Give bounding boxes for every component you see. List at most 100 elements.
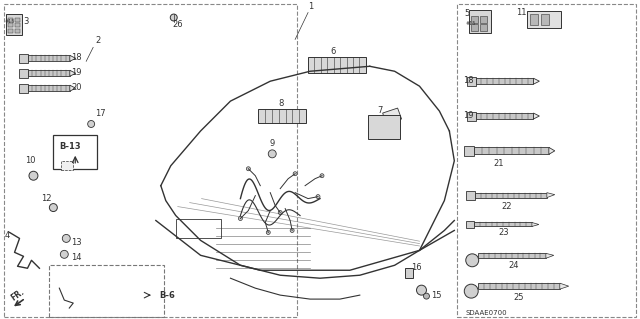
Bar	[480, 25, 487, 32]
Polygon shape	[547, 193, 555, 197]
Bar	[474, 147, 549, 154]
Text: 19: 19	[71, 68, 82, 77]
Bar	[478, 253, 546, 258]
Text: SDAAE0700: SDAAE0700	[465, 310, 507, 316]
Bar	[480, 16, 487, 23]
Text: 13: 13	[71, 238, 82, 247]
Polygon shape	[560, 283, 569, 289]
Bar	[471, 16, 478, 23]
Bar	[19, 84, 28, 93]
Polygon shape	[533, 113, 540, 119]
Bar	[4, 4, 297, 317]
Bar	[259, 109, 306, 123]
Polygon shape	[70, 70, 76, 76]
Ellipse shape	[417, 285, 426, 295]
Ellipse shape	[246, 167, 250, 171]
Polygon shape	[546, 253, 554, 258]
Ellipse shape	[60, 250, 68, 258]
Bar	[467, 77, 476, 86]
Text: B-13: B-13	[60, 142, 81, 151]
Bar	[471, 25, 478, 32]
Bar	[478, 283, 560, 289]
Text: 25: 25	[514, 293, 524, 302]
Text: 26: 26	[173, 20, 184, 29]
Ellipse shape	[239, 217, 243, 220]
Text: B-6: B-6	[159, 291, 175, 300]
Bar	[474, 222, 532, 226]
Text: 6: 6	[330, 47, 335, 56]
Bar	[476, 193, 547, 197]
Bar	[541, 13, 549, 26]
Bar	[19, 69, 28, 78]
Text: 10: 10	[26, 156, 36, 165]
Bar	[28, 55, 70, 61]
Ellipse shape	[62, 234, 70, 242]
Bar	[476, 78, 533, 84]
Text: #15: #15	[465, 21, 476, 26]
Ellipse shape	[49, 204, 58, 211]
Bar	[19, 54, 28, 63]
Ellipse shape	[316, 195, 320, 199]
Polygon shape	[70, 55, 76, 61]
Bar	[15, 24, 20, 27]
Polygon shape	[383, 108, 401, 123]
Text: 8: 8	[278, 99, 284, 108]
Text: 19: 19	[463, 111, 474, 120]
Bar	[53, 135, 97, 169]
Text: 23: 23	[499, 228, 509, 237]
Text: 9: 9	[269, 139, 275, 148]
Polygon shape	[70, 85, 76, 91]
Text: 16: 16	[412, 263, 422, 272]
Ellipse shape	[268, 150, 276, 158]
Bar	[464, 146, 474, 156]
Text: #15: #15	[4, 19, 15, 25]
Bar	[8, 29, 13, 33]
Text: 24: 24	[509, 261, 519, 270]
Bar	[469, 10, 491, 33]
Polygon shape	[533, 78, 540, 84]
Text: 3: 3	[24, 18, 29, 26]
Text: FR.: FR.	[10, 288, 26, 303]
Ellipse shape	[424, 293, 429, 299]
Text: 18: 18	[463, 76, 474, 85]
Bar	[15, 18, 20, 21]
Bar	[530, 13, 538, 26]
Bar	[467, 112, 476, 121]
Text: 2: 2	[95, 36, 100, 45]
Bar	[61, 161, 73, 170]
Bar	[308, 57, 366, 73]
Text: 20: 20	[71, 83, 82, 92]
Polygon shape	[549, 147, 555, 154]
Bar	[368, 115, 399, 139]
Bar	[6, 13, 22, 35]
Ellipse shape	[320, 174, 324, 178]
Bar	[404, 268, 413, 278]
Text: 5: 5	[464, 9, 470, 18]
Ellipse shape	[290, 228, 294, 233]
Text: 4: 4	[4, 231, 10, 241]
Ellipse shape	[266, 230, 270, 234]
Text: 11: 11	[516, 8, 527, 17]
Text: 12: 12	[42, 194, 52, 203]
Text: 7: 7	[378, 106, 383, 115]
Bar	[15, 29, 20, 33]
Text: 21: 21	[494, 159, 504, 168]
Text: 22: 22	[502, 202, 512, 211]
Text: 17: 17	[95, 109, 106, 118]
Bar	[458, 4, 636, 317]
Ellipse shape	[293, 172, 297, 176]
Bar	[527, 11, 561, 28]
Ellipse shape	[466, 254, 479, 267]
Ellipse shape	[464, 284, 478, 298]
Bar	[49, 265, 164, 317]
Ellipse shape	[278, 211, 282, 215]
Text: 15: 15	[431, 291, 442, 300]
Ellipse shape	[170, 14, 177, 21]
Bar	[176, 219, 221, 238]
Bar	[8, 18, 13, 21]
Bar	[476, 113, 533, 119]
Text: 18: 18	[71, 53, 82, 62]
Bar	[8, 24, 13, 27]
Bar	[28, 85, 70, 91]
Text: 1: 1	[308, 2, 314, 11]
